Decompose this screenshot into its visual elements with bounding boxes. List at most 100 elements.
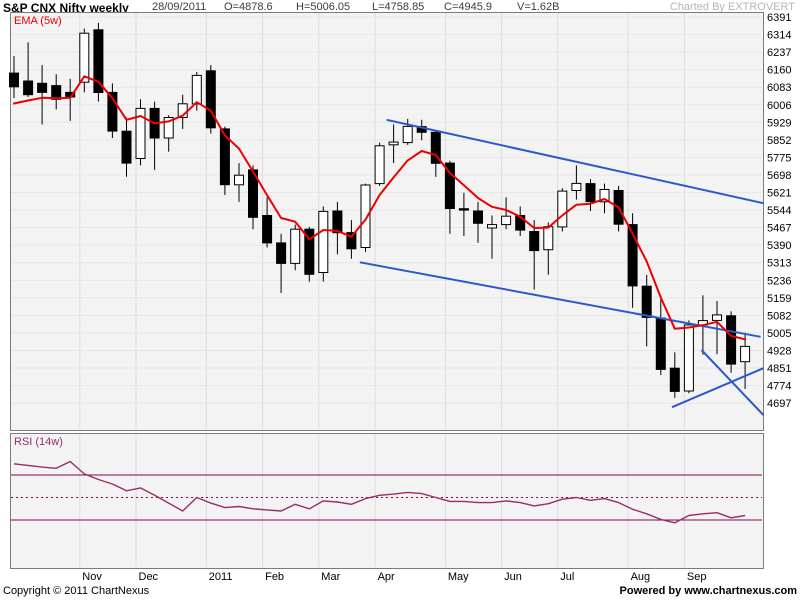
candlestick [571, 165, 582, 200]
price-tick-label: 5852 [767, 135, 791, 147]
candle-body [163, 117, 174, 139]
month-tick-label: Nov [82, 571, 102, 583]
month-tick-label: Jun [504, 571, 522, 583]
candlestick [402, 118, 413, 145]
price-tick-label: 6237 [767, 47, 791, 59]
candle-body [262, 215, 273, 244]
candle-body [402, 125, 413, 144]
candle-body [107, 91, 118, 132]
candlestick [318, 206, 329, 282]
powered-by-link[interactable]: Powered by www.chartnexus.com [619, 585, 797, 597]
candlestick [740, 332, 751, 389]
candle-body [276, 242, 287, 264]
candlestick [683, 320, 694, 394]
candle-body [543, 226, 554, 251]
rsi-pane-surface[interactable] [10, 433, 764, 569]
candlestick [276, 233, 287, 293]
trendline [359, 261, 761, 338]
candlestick [515, 206, 526, 236]
trendline [671, 367, 764, 409]
candle-body [444, 162, 455, 210]
candlestick [135, 99, 146, 166]
candle-body [135, 107, 146, 159]
price-tick-label: 5467 [767, 223, 791, 235]
ema-line [13, 75, 747, 341]
month-tick-label: 2011 [209, 571, 233, 583]
candle-body [332, 210, 343, 234]
candle-body [487, 224, 497, 229]
candle-body [51, 85, 62, 100]
candle-body [473, 210, 483, 224]
candle-body [290, 228, 301, 264]
quote-close: C=4945.9 [444, 1, 493, 13]
candlestick [641, 274, 652, 347]
price-tick-label: 5082 [767, 310, 791, 322]
candle-body [458, 208, 469, 211]
candle-body [669, 367, 680, 392]
candlestick [93, 22, 104, 102]
candle-body [726, 315, 737, 365]
candlestick [51, 74, 62, 110]
candlestick [121, 117, 132, 177]
candle-body [219, 128, 230, 186]
price-tick-label: 5621 [767, 188, 791, 200]
price-tick-label: 6391 [767, 12, 791, 24]
candle-body [121, 130, 132, 164]
trendlines-group [359, 118, 765, 416]
month-tick-label: Jul [560, 571, 574, 583]
candle-body [191, 74, 202, 105]
candle-body [655, 317, 666, 370]
ema-indicator-label: EMA (5w) [14, 15, 62, 27]
month-tick-label: Mar [321, 571, 340, 583]
candle-body [37, 82, 48, 93]
candle-body [430, 131, 441, 164]
trendline [386, 118, 764, 205]
price-tick-label: 6083 [767, 82, 791, 94]
candlestick [501, 197, 512, 230]
rsi-indicator-label: RSI (14w) [14, 436, 63, 448]
rsi-line [13, 460, 746, 524]
candle-body [304, 228, 315, 275]
candle-body [599, 189, 610, 203]
candlestick [332, 201, 343, 255]
month-tick-label: Sep [687, 571, 707, 583]
candle-body [388, 141, 399, 146]
quote-high: H=5006.05 [296, 1, 351, 13]
candlestick [346, 220, 357, 259]
price-tick-label: 4697 [767, 398, 791, 410]
candle-body [571, 182, 582, 191]
candle-body [641, 285, 652, 318]
charted-by-credit: Charted By EXTROVERT [669, 1, 795, 13]
price-tick-label: 5005 [767, 328, 791, 340]
candlestick [669, 352, 680, 398]
quote-volume: V=1.62B [517, 1, 560, 13]
price-tick-label: 5698 [767, 170, 791, 182]
candle-body [740, 345, 751, 363]
x-axis-labels: Nov Dec 2011 Feb Mar Apr May Jun Jul Aug Sep [82, 571, 706, 583]
candle-body [374, 145, 385, 185]
price-tick-label: 4928 [767, 346, 791, 358]
candle-body [79, 32, 90, 83]
candlestick [458, 192, 469, 236]
candle-body [93, 29, 104, 93]
candle-body [23, 80, 34, 96]
price-tick-label: 6314 [767, 30, 791, 42]
month-tick-label: Aug [631, 571, 651, 583]
candlestick [107, 83, 118, 138]
trendline [700, 349, 765, 416]
candlestick [37, 65, 48, 125]
price-tick-label: 5313 [767, 258, 791, 270]
price-tick-label: 4774 [767, 381, 791, 393]
candle-body [585, 183, 596, 203]
candle-body [501, 215, 512, 226]
candle-body [712, 314, 722, 321]
candlestick [23, 42, 34, 97]
price-tick-label: 5159 [767, 293, 791, 305]
candlestick [430, 131, 441, 177]
candlestick [9, 56, 19, 99]
candle-body [515, 215, 526, 231]
rsi-levels-group [11, 474, 762, 521]
candlestick [627, 213, 638, 308]
